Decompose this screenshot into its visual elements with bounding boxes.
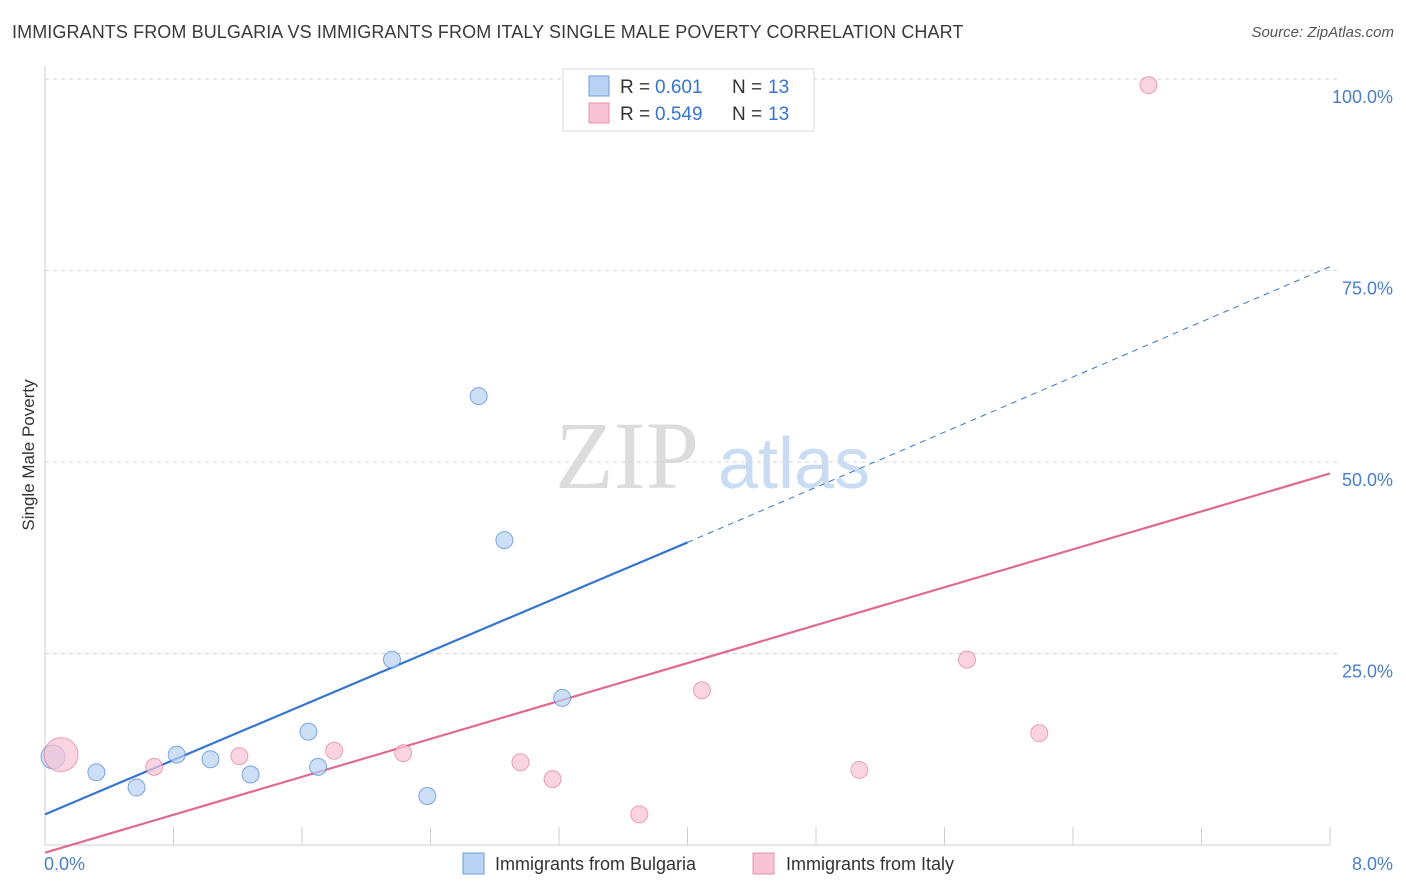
legend-swatch-bulgaria: [588, 75, 610, 97]
point-bulgaria-5: [241, 765, 260, 784]
point-italy-8: [692, 681, 711, 700]
point-italy-2: [230, 747, 249, 766]
point-italy-10: [957, 650, 976, 669]
point-bulgaria-9: [418, 786, 437, 805]
point-bulgaria-12: [553, 688, 572, 707]
point-bulgaria-2: [127, 778, 146, 797]
point-italy-5: [511, 753, 530, 772]
series-legend: Immigrants from Bulgaria Immigrants from…: [462, 852, 954, 875]
series-legend-label-bulgaria: Immigrants from Bulgaria: [495, 854, 697, 874]
grid: [45, 78, 1338, 654]
point-italy-11: [1030, 724, 1049, 743]
y-tick-label-1: 50.0%: [1342, 470, 1393, 490]
point-bulgaria-4: [201, 750, 220, 769]
point-bulgaria-1: [87, 763, 106, 782]
point-bulgaria-6: [299, 722, 318, 741]
axes: [44, 66, 1331, 846]
y-tick-label-3: 100.0%: [1332, 87, 1393, 107]
legend-swatch-italy: [588, 102, 610, 124]
trend-line-1: [44, 472, 1331, 854]
x-tick-label-1: 8.0%: [1352, 854, 1393, 874]
series-legend-swatch-bulgaria: [462, 852, 485, 875]
legend-n-value-bulgaria: 13: [768, 77, 789, 98]
chart-source: Source: ZipAtlas.com: [1251, 24, 1394, 41]
legend: R = 0.601 N = 13 R = 0.549 N = 13: [562, 68, 815, 132]
point-italy-12: [1139, 76, 1158, 95]
legend-n-label-bulgaria: N =: [732, 77, 762, 98]
x-tick-label-0: 0.0%: [44, 854, 85, 874]
y-tick-label-2: 75.0%: [1342, 279, 1393, 299]
point-italy-3: [325, 741, 344, 760]
point-bulgaria-7: [309, 757, 328, 776]
x-tick-labels: 0.0% 8.0%: [44, 854, 1393, 874]
point-italy-9: [850, 760, 869, 779]
series-legend-swatch-italy: [752, 852, 775, 875]
watermark-zip: ZIP: [555, 402, 699, 509]
legend-n-value-italy: 13: [768, 104, 789, 125]
legend-r-label-bulgaria: R =: [620, 77, 650, 98]
point-bulgaria-3: [167, 745, 186, 764]
legend-r-label-italy: R =: [620, 104, 650, 125]
point-bulgaria-10: [469, 387, 488, 406]
series-legend-label-italy: Immigrants from Italy: [786, 854, 954, 874]
legend-n-label-italy: N =: [732, 104, 762, 125]
point-bulgaria-11: [495, 531, 514, 550]
trend-line-0: [44, 541, 688, 816]
legend-r-value-italy: 0.549: [655, 104, 703, 125]
point-italy-7: [630, 805, 649, 824]
watermark-atlas: atlas: [718, 424, 870, 504]
point-bulgaria-8: [382, 650, 401, 669]
point-italy-4: [394, 744, 413, 763]
point-italy-6: [543, 770, 562, 789]
point-italy-0: [43, 737, 79, 773]
data-points: [40, 76, 1158, 824]
legend-r-value-bulgaria: 0.601: [655, 77, 703, 98]
y-axis-label: Single Male Poverty: [19, 379, 38, 531]
chart-title: IMMIGRANTS FROM BULGARIA VS IMMIGRANTS F…: [12, 22, 964, 42]
y-tick-label-0: 25.0%: [1342, 662, 1393, 682]
watermark: ZIP atlas: [555, 402, 870, 509]
point-italy-1: [145, 757, 164, 776]
y-tick-labels: 25.0% 50.0% 75.0% 100.0%: [1332, 87, 1393, 682]
